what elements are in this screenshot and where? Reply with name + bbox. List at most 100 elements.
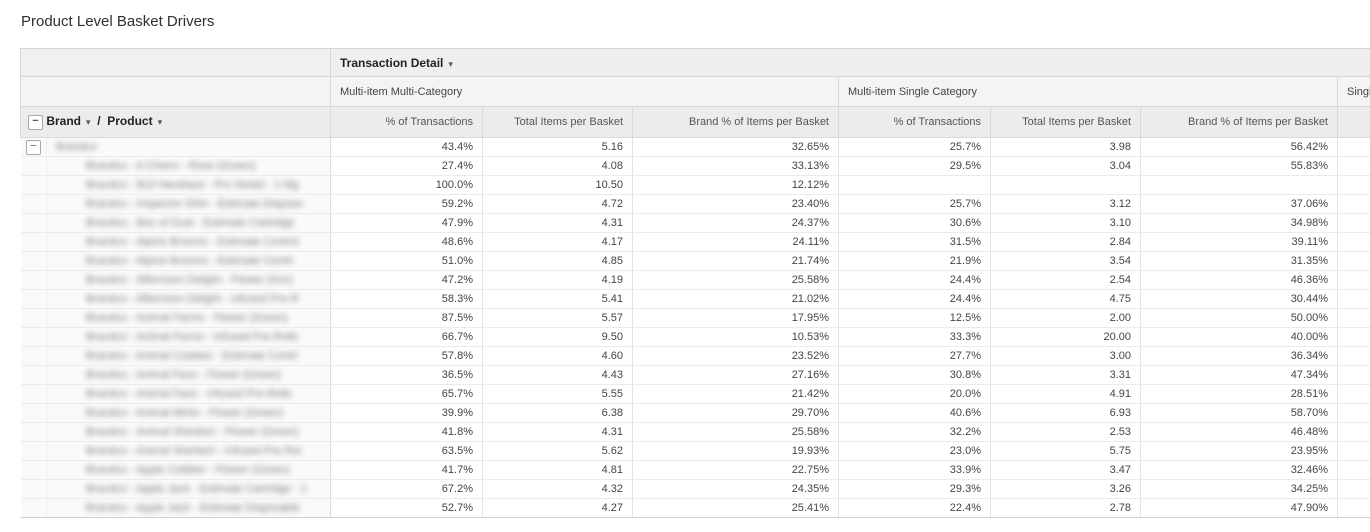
metric-cell: 29.5% [838,156,991,176]
column-header-row: − Brand ▾ / Product ▾ % of Transactions To… [20,106,1370,138]
row-expander-cell[interactable] [20,175,47,195]
group3-empty-cell [1337,213,1370,233]
row-label: Brandco - A Charm - Rose (Green) [86,160,256,172]
metric-cell: 27.16% [632,365,839,385]
row-expander-cell[interactable] [20,251,47,271]
row-label: Brandco - Animal Cookies - Estimate Cont… [86,350,298,362]
metric-cell: 31.35% [1140,251,1338,271]
row-label: Brandco - Inspector Shirt - Estimate Dis… [86,198,304,210]
metric-cell: 33.9% [838,460,991,480]
transaction-detail-dropdown[interactable]: Transaction Detail ▾ [330,48,1370,77]
group3-empty-cell [1337,498,1370,518]
metric-cell: 32.2% [838,422,991,442]
metric-cell: 24.4% [838,289,991,309]
row-expander-cell[interactable] [20,498,47,518]
group-row-spacer [20,76,331,107]
metric-cell: 29.3% [838,479,991,499]
metric-cell: 56.42% [1140,137,1338,157]
metric-cell: 40.00% [1140,327,1338,347]
product-chevron-down-icon[interactable]: ▾ [157,117,163,128]
product-label-cell: Brandco - Inspector Shirt - Estimate Dis… [46,194,331,214]
group3-empty-cell [1337,441,1370,461]
brand-product-header[interactable]: − Brand ▾ / Product ▾ [20,106,331,138]
metric-cell: 25.58% [632,422,839,442]
metric-cell: 40.6% [838,403,991,423]
metric-cell: 46.36% [1140,270,1338,290]
metric-cell: 12.5% [838,308,991,328]
row-expander-cell[interactable] [20,403,47,423]
row-expander-cell[interactable] [20,327,47,347]
row-label: Brandco - Animal Face - Flower (Green) [86,369,282,381]
metric-cell: 43.4% [330,137,483,157]
metric-cell: 36.5% [330,365,483,385]
metric-cell: 3.47 [990,460,1141,480]
collapse-icon[interactable]: − [25,139,41,155]
row-label: Brandco - Alpine Brooms - Estimate Centr… [86,255,296,267]
metric-cell: 4.19 [482,270,633,290]
metric-cell: 4.17 [482,232,633,252]
row-expander-cell[interactable] [20,365,47,385]
row-expander-cell[interactable] [20,422,47,442]
product-label-cell: Brandco - B10 Necklace - Pro Nickel - 1 … [46,175,331,195]
product-header-label[interactable]: Product [107,114,153,129]
table-control-row: Transaction Detail ▾ [20,48,1370,77]
metric-cell: 12.12% [632,175,839,195]
table-row: Brandco - Apple Jack - Estimate Disposab… [20,498,1370,518]
table-row: Brandco - Animal Sherbert - Infused Pre-… [20,441,1370,461]
product-label-cell: Brandco - Apple Jack - Estimate Disposab… [46,498,331,518]
brand-header-label[interactable]: Brand [46,114,82,129]
product-label-cell: Brandco - Animal Farms - Flower (Green) [46,308,331,328]
row-expander-cell[interactable] [20,441,47,461]
metric-cell: 46.48% [1140,422,1338,442]
metric-cell: 27.7% [838,346,991,366]
metric-cell: 2.53 [990,422,1141,442]
metric-cell: 32.65% [632,137,839,157]
row-expander-cell[interactable] [20,270,47,290]
metric-cell: 32.46% [1140,460,1338,480]
row-label: Brandco - Animal Sherbert - Infused Pre-… [86,445,302,457]
metric-cell: 41.7% [330,460,483,480]
row-expander-cell[interactable] [20,194,47,214]
chevron-down-icon: ▾ [448,58,453,69]
row-expander-cell[interactable] [20,346,47,366]
table-row: Brandco - Apple Jack - Estimate Cartridg… [20,479,1370,499]
row-expander-cell[interactable] [20,384,47,404]
row-expander-cell[interactable] [20,156,47,176]
row-expander-cell[interactable] [20,232,47,252]
metric-cell: 3.04 [990,156,1141,176]
table-row: Brandco - Apple Cobbler - Flower (Green)… [20,460,1370,480]
row-label: Brandco - Animal Mints - Flower (Green) [86,407,283,419]
metric-cell [838,175,991,195]
product-label-cell: Brandco - Box of Dust - Estimate Cartrid… [46,213,331,233]
row-expander-cell[interactable] [20,460,47,480]
table-row: Brandco - Animal Face - Flower (Green) 3… [20,365,1370,385]
group3-empty-cell [1337,308,1370,328]
product-label-cell: Brandco - Alpine Brooms - Estimate Contr… [46,232,331,252]
metric-cell: 5.62 [482,441,633,461]
metric-cell: 100.0% [330,175,483,195]
group3-empty-cell [1337,137,1370,157]
row-expander-cell[interactable] [20,213,47,233]
product-label-cell: Brandco [46,137,331,157]
row-expander-cell[interactable] [20,308,47,328]
transaction-detail-label: Transaction Detail [340,55,444,70]
col-header-total-items-2: Total Items per Basket [990,106,1141,138]
group3-empty-cell [1337,384,1370,404]
row-label: Brandco [56,141,97,153]
row-expander-cell[interactable]: − [20,137,47,157]
group3-empty-cell [1337,156,1370,176]
group3-empty-cell [1337,479,1370,499]
metric-cell [990,175,1141,195]
metric-cell: 25.41% [632,498,839,518]
product-label-cell: Brandco - Animal Sherbert - Flower (Gree… [46,422,331,442]
brand-chevron-down-icon[interactable]: ▾ [86,117,91,128]
metric-cell: 5.57 [482,308,633,328]
metric-cell: 50.00% [1140,308,1338,328]
row-expander-cell[interactable] [20,479,47,499]
row-expander-cell[interactable] [20,289,47,309]
table-row: Brandco - A Charm - Rose (Green) 27.4% 4… [20,156,1370,176]
collapse-all-icon[interactable]: − [28,114,43,130]
basket-drivers-table: Transaction Detail ▾ Multi-item Multi-Cat… [20,48,1370,518]
metric-cell: 23.0% [838,441,991,461]
metric-cell: 30.8% [838,365,991,385]
